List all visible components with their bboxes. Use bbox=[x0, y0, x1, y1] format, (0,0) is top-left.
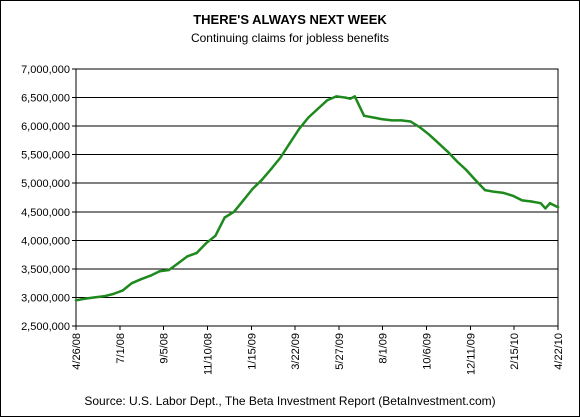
data-point bbox=[102, 295, 106, 298]
data-point bbox=[520, 199, 524, 202]
data-point bbox=[446, 150, 449, 154]
data-point bbox=[269, 167, 273, 171]
data-point bbox=[204, 241, 208, 245]
data-point bbox=[195, 251, 199, 255]
plot-area bbox=[75, 68, 559, 327]
x-tick-label: 1/15/09 bbox=[246, 333, 258, 370]
x-tick-label: 8/1/09 bbox=[378, 333, 390, 364]
data-point bbox=[232, 210, 236, 213]
data-point bbox=[372, 116, 375, 119]
x-tick-label: 4/26/08 bbox=[71, 333, 83, 370]
data-point bbox=[400, 119, 403, 122]
data-point bbox=[493, 190, 496, 193]
data-point bbox=[93, 296, 96, 299]
chart-source: Source: U.S. Labor Dept., The Beta Inves… bbox=[84, 394, 496, 408]
data-point bbox=[474, 179, 477, 182]
data-point bbox=[242, 199, 245, 202]
data-point bbox=[335, 95, 338, 98]
data-point bbox=[251, 187, 254, 191]
data-point bbox=[74, 299, 78, 302]
x-tick-label: 11/10/08 bbox=[202, 333, 214, 375]
x-tick-label: 2/15/10 bbox=[509, 333, 521, 370]
data-point bbox=[307, 116, 310, 119]
data-point bbox=[167, 268, 171, 272]
data-point bbox=[381, 118, 384, 121]
x-tick-label: 3/22/09 bbox=[290, 333, 302, 370]
data-point bbox=[84, 297, 87, 300]
data-point bbox=[279, 156, 282, 159]
data-point bbox=[223, 216, 226, 219]
x-tick-label: 7/1/08 bbox=[115, 333, 127, 364]
data-point bbox=[544, 207, 547, 210]
data-point bbox=[548, 202, 552, 205]
data-point bbox=[130, 281, 133, 285]
x-tick-label: 10/6/09 bbox=[422, 333, 434, 370]
y-tick-label: 5,000,000 bbox=[21, 178, 70, 190]
data-point bbox=[348, 97, 352, 100]
data-point bbox=[539, 202, 542, 205]
data-point bbox=[325, 99, 329, 102]
data-point bbox=[158, 269, 161, 273]
data-point bbox=[139, 277, 143, 281]
data-point bbox=[465, 168, 468, 172]
data-point bbox=[483, 188, 487, 192]
data-point bbox=[186, 255, 189, 258]
y-tick-label: 4,000,000 bbox=[21, 235, 70, 247]
data-point bbox=[437, 142, 440, 145]
data-point bbox=[390, 119, 394, 122]
x-tick-label: 4/22/10 bbox=[553, 333, 565, 370]
data-point bbox=[288, 142, 291, 145]
x-tick-label: 9/5/08 bbox=[159, 333, 171, 364]
data-point bbox=[511, 194, 515, 197]
data-point bbox=[362, 114, 366, 118]
data-point bbox=[297, 127, 301, 131]
y-tick-label: 2,500,000 bbox=[21, 321, 70, 333]
data-point bbox=[111, 292, 115, 296]
data-point bbox=[409, 120, 412, 123]
data-point bbox=[428, 133, 431, 136]
y-tick-label: 5,500,000 bbox=[21, 150, 70, 162]
data-point bbox=[455, 160, 459, 163]
y-tick-label: 7,000,000 bbox=[21, 64, 70, 76]
data-point bbox=[177, 261, 180, 265]
data-point bbox=[260, 178, 264, 181]
data-point bbox=[149, 274, 152, 277]
y-tick-label: 3,000,000 bbox=[21, 292, 70, 304]
y-tick-label: 6,500,000 bbox=[21, 93, 70, 105]
y-tick-label: 3,500,000 bbox=[21, 264, 70, 276]
x-tick-label: 12/11/09 bbox=[465, 333, 477, 375]
series-line bbox=[74, 95, 560, 302]
data-point bbox=[556, 206, 560, 209]
data-point bbox=[530, 200, 533, 203]
data-point bbox=[214, 234, 217, 237]
chart-subtitle: Continuing claims for jobless benefits bbox=[190, 31, 390, 45]
y-tick-label: 6,000,000 bbox=[21, 121, 70, 133]
y-tick-label: 4,500,000 bbox=[21, 207, 70, 219]
chart-title: THERE'S ALWAYS NEXT WEEK bbox=[193, 12, 387, 27]
data-point bbox=[353, 95, 357, 98]
data-point bbox=[418, 126, 422, 129]
data-point bbox=[502, 191, 505, 195]
data-point bbox=[316, 107, 319, 111]
data-point bbox=[344, 96, 347, 99]
x-tick-label: 5/27/09 bbox=[334, 333, 346, 370]
data-point bbox=[121, 289, 124, 292]
